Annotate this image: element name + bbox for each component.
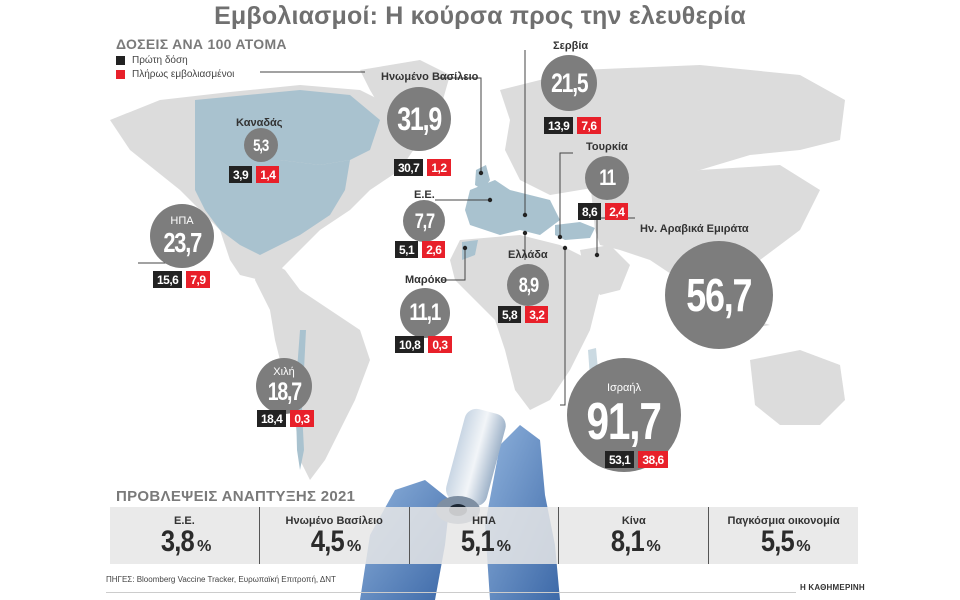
sources-note: ΠΗΓΕΣ: Bloomberg Vaccine Tracker, Ευρωπα…: [106, 575, 336, 584]
greece-dose-pair: 5,8 3,2: [498, 306, 549, 323]
first-dose-value: 3,9: [229, 166, 253, 183]
growth-value: 5,5%: [758, 524, 811, 558]
world-map-shapes: [110, 50, 845, 480]
vaccine-photo: [360, 408, 560, 600]
legend: ΔΟΣΕΙΣ ΑΝΑ 100 ΑΤΟΜΑ Πρώτη δόση Πλήρως ε…: [116, 36, 287, 80]
chile-bubble: Χιλή 18,7: [256, 358, 312, 414]
first-dose-value: 5,8: [498, 306, 522, 323]
first-dose-value: 5,1: [395, 241, 419, 258]
fully-vaccinated-value: 2,4: [605, 203, 629, 220]
serbia-label: Σερβία: [553, 40, 589, 52]
growth-number: 4,5: [311, 524, 345, 558]
canada-label: Καναδάς: [236, 117, 283, 129]
first-dose-value: 13,9: [544, 117, 574, 134]
growth-value: 5,1%: [458, 524, 511, 558]
growth-cell-uk: Ηνωμένο Βασίλειο 4,5%: [259, 507, 410, 564]
legend-label: Πρώτη δόση: [132, 55, 188, 66]
growth-forecast-table: Ε.Ε. 3,8% Ηνωμένο Βασίλειο 4,5% ΗΠΑ 5,1%…: [110, 507, 858, 564]
page-title: Εμβολιασμοί: Η κούρσα προς την ελευθερία: [214, 2, 746, 30]
percent-sign: %: [646, 537, 661, 555]
canada-dose-pair: 3,9 1,4: [229, 166, 280, 183]
brand-logo: Η ΚΑΘΗΜΕΡΙΝΗ: [800, 583, 865, 592]
usa-bubble: ΗΠΑ 23,7: [150, 204, 214, 268]
uk-bubble: 31,9: [387, 87, 451, 151]
fully-vaccinated-value: 3,2: [525, 306, 549, 323]
canada-bubble: 5,3: [244, 128, 278, 162]
fully-vaccinated-value: 7,9: [186, 271, 210, 288]
first-dose-value: 18,4: [257, 410, 287, 427]
uae-bubble: 56,7: [665, 241, 773, 349]
growth-forecast-title: ΠΡΟΒΛΕΨΕΙΣ ΑΝΑΠΤΥΞΗΣ 2021: [116, 488, 356, 505]
legend-title: ΔΟΣΕΙΣ ΑΝΑ 100 ΑΤΟΜΑ: [116, 36, 287, 52]
turkey-label: Τουρκία: [586, 141, 628, 153]
uk-dose-pair: 30,7 1,2: [394, 159, 451, 176]
growth-cell-eu: Ε.Ε. 3,8%: [110, 507, 260, 564]
growth-region-name: Κίνα: [621, 514, 646, 527]
israel-dose-pair: 53,1 38,6: [605, 451, 668, 468]
percent-sign: %: [197, 537, 211, 555]
serbia-dose-pair: 13,9 7,6: [544, 117, 601, 134]
first-dose-swatch: [116, 56, 125, 65]
morocco-dose-pair: 10,8 0,3: [395, 336, 452, 353]
growth-region-name: Παγκόσμια οικονομία: [727, 514, 840, 527]
legend-item-first-dose: Πρώτη δόση: [116, 55, 287, 66]
fully-vaccinated-value: 2,6: [422, 241, 446, 258]
growth-number: 5,1: [460, 524, 495, 558]
growth-region-name: Ηνωμένο Βασίλειο: [285, 514, 383, 527]
first-dose-value: 15,6: [153, 271, 183, 288]
first-dose-value: 10,8: [395, 336, 425, 353]
growth-number: 8,1: [610, 524, 645, 558]
usa-label: ΗΠΑ: [170, 214, 194, 227]
fully-vaccinated-swatch: [116, 70, 125, 79]
percent-sign: %: [796, 537, 810, 555]
first-dose-value: 30,7: [394, 159, 424, 176]
serbia-bubble: 21,5: [541, 55, 597, 111]
turkey-dose-pair: 8,6 2,4: [578, 203, 629, 220]
fully-vaccinated-value: 0,3: [428, 336, 452, 353]
growth-number: 3,8: [161, 524, 195, 558]
chile-label: Χιλή: [273, 366, 295, 378]
legend-label: Πλήρως εμβολιασμένοι: [132, 69, 235, 80]
percent-sign: %: [346, 537, 361, 555]
fully-vaccinated-value: 0,3: [290, 410, 314, 427]
legend-item-fully-vaccinated: Πλήρως εμβολιασμένοι: [116, 69, 287, 80]
growth-cell-china: Κίνα 8,1%: [559, 507, 710, 564]
fully-vaccinated-value: 1,2: [427, 159, 451, 176]
percent-sign: %: [496, 537, 511, 555]
israel-label: Ισραήλ: [606, 381, 642, 394]
fully-vaccinated-value: 1,4: [256, 166, 280, 183]
growth-region-name: Ε.Ε.: [174, 514, 195, 527]
growth-value: 3,8%: [158, 524, 211, 558]
greece-bubble: 8,9: [507, 264, 549, 306]
eu-label: Ε.Ε.: [414, 189, 435, 201]
greece-label: Ελλάδα: [508, 249, 548, 261]
chile-dose-pair: 18,4 0,3: [257, 410, 314, 427]
footer-divider: [106, 592, 796, 593]
turkey-bubble: 11: [585, 156, 629, 200]
usa-dose-pair: 15,6 7,9: [153, 271, 210, 288]
world-map: [100, 30, 860, 510]
morocco-bubble: 11,1: [400, 288, 450, 338]
morocco-label: Μαρόκο: [405, 274, 447, 286]
fully-vaccinated-value: 7,6: [577, 117, 601, 134]
uk-label: Ηνωμένο Βασίλειο: [381, 71, 479, 83]
growth-cell-usa: ΗΠΑ 5,1%: [409, 507, 560, 564]
fully-vaccinated-value: 38,6: [638, 451, 668, 468]
growth-value: 8,1%: [608, 524, 661, 558]
first-dose-value: 53,1: [605, 451, 635, 468]
eu-bubble: 7,7: [403, 200, 445, 242]
uae-label: Ην. Αραβικά Εμιράτα: [640, 223, 749, 235]
eu-dose-pair: 5,1 2,6: [395, 241, 446, 258]
growth-region-name: ΗΠΑ: [472, 514, 496, 527]
growth-cell-world: Παγκόσμια οικονομία 5,5%: [709, 507, 858, 564]
first-dose-value: 8,6: [578, 203, 602, 220]
growth-value: 4,5%: [308, 524, 361, 558]
growth-number: 5,5: [760, 524, 795, 558]
